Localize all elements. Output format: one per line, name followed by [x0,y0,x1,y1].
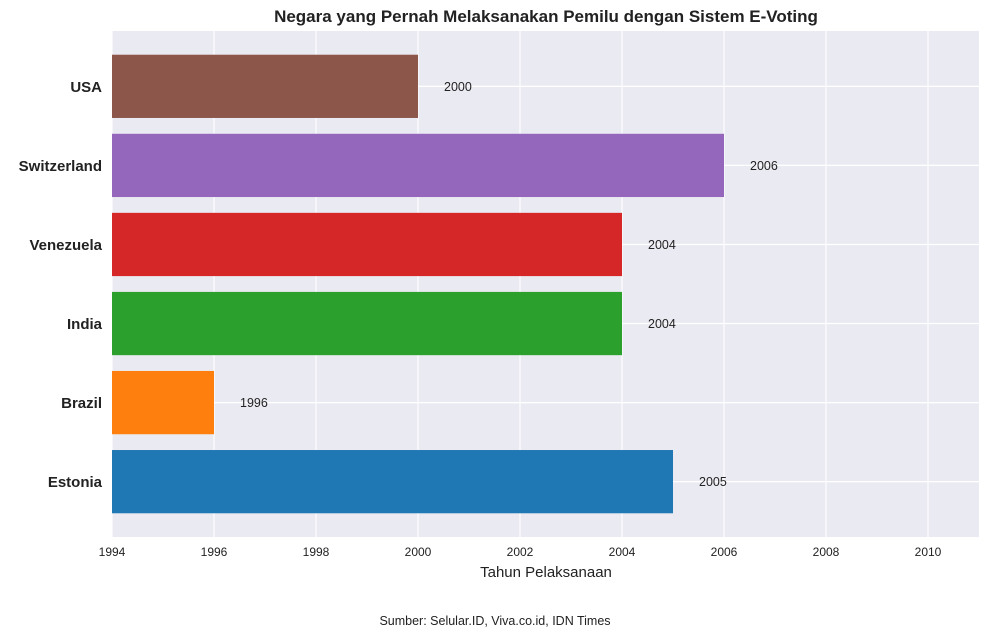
x-tick-label: 1996 [201,545,228,559]
x-tick-label: 2000 [405,545,432,559]
category-labels: Estonia Brazil India Venezuela Switzerland US… [19,79,103,491]
x-tick-label: 1994 [99,545,126,559]
bars [112,54,724,514]
chart-title: Negara yang Pernah Melaksanakan Pemilu d… [274,7,818,26]
x-tick-labels: 1994 1996 1998 2000 2002 2004 2006 2008 2010 [99,545,942,559]
category-label-india: India [67,316,103,333]
data-label-brazil: 1996 [240,396,268,410]
x-tick-label: 2002 [507,545,534,559]
data-label-switzerland: 2006 [750,159,778,173]
x-tick-label: 2004 [609,545,636,559]
x-tick-label: 1998 [303,545,330,559]
bar-brazil [112,370,214,435]
x-tick-label: 2006 [711,545,738,559]
category-label-usa: USA [70,79,102,96]
bar-usa [112,54,418,118]
category-label-venezuela: Venezuela [29,237,102,254]
category-label-brazil: Brazil [61,395,102,412]
bar-switzerland [112,133,724,198]
source-note: Sumber: Selular.ID, Viva.co.id, IDN Time… [379,614,610,628]
data-label-venezuela: 2004 [648,238,676,252]
category-label-estonia: Estonia [48,474,103,491]
data-label-usa: 2000 [444,80,472,94]
x-axis-label: Tahun Pelaksanaan [480,564,612,581]
bar-venezuela [112,212,622,277]
category-label-switzerland: Switzerland [19,158,102,175]
x-tick-label: 2008 [813,545,840,559]
bar-estonia [112,450,673,514]
data-label-estonia: 2005 [699,475,727,489]
data-labels: 2005 1996 2004 2004 2006 2000 [240,80,778,489]
data-label-india: 2004 [648,317,676,331]
bar-india [112,291,622,356]
x-tick-label: 2010 [915,545,942,559]
